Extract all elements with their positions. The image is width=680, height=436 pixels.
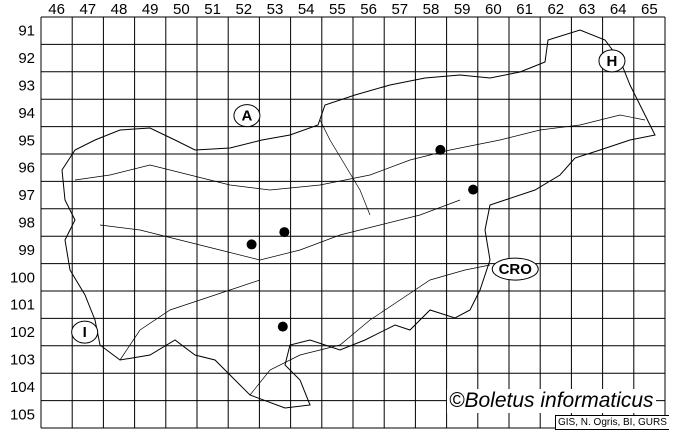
credit-text: GIS, N. Ogris, BI, GURS: [555, 415, 669, 430]
row-label: 104: [10, 379, 35, 396]
river-line: [99, 199, 461, 261]
row-label: 93: [18, 78, 35, 95]
row-label: 97: [18, 187, 35, 204]
row-label: 95: [18, 132, 35, 149]
country-label: A: [241, 108, 252, 125]
row-label: 100: [10, 269, 35, 286]
country-label-badge: [491, 257, 539, 281]
column-label: 46: [48, 1, 65, 18]
column-label: 50: [173, 1, 190, 18]
country-label-badge: [71, 320, 99, 344]
column-label: 49: [142, 1, 159, 18]
country-label-badge: [598, 49, 626, 73]
row-label: 105: [10, 406, 35, 423]
river-line: [119, 279, 261, 361]
column-label: 55: [329, 1, 346, 18]
row-label: 99: [18, 242, 35, 259]
column-label: 51: [204, 1, 221, 18]
column-label: 62: [547, 1, 564, 18]
row-label: 101: [10, 297, 35, 314]
row-label: 98: [18, 215, 35, 232]
column-label: 58: [423, 1, 440, 18]
row-label: 103: [10, 352, 35, 369]
record-marker: [468, 184, 479, 195]
column-label: 61: [516, 1, 533, 18]
country-label: I: [83, 324, 87, 341]
column-label: 57: [391, 1, 408, 18]
column-label: 47: [79, 1, 96, 18]
row-label: 91: [18, 23, 35, 40]
column-label: 64: [610, 1, 627, 18]
column-label: 52: [235, 1, 252, 18]
column-label: 56: [360, 1, 377, 18]
river-line: [319, 119, 371, 216]
country-label-badge: [233, 104, 261, 128]
column-label: 59: [454, 1, 471, 18]
record-marker: [279, 227, 290, 238]
record-marker: [246, 239, 257, 250]
country-label: H: [607, 53, 618, 70]
column-label: 48: [111, 1, 128, 18]
column-label: 65: [641, 1, 658, 18]
river-line: [249, 264, 491, 396]
column-label: 63: [579, 1, 596, 18]
country-outline: [61, 29, 656, 409]
column-label: 53: [267, 1, 284, 18]
row-label: 96: [18, 160, 35, 177]
country-label: CRO: [499, 261, 533, 278]
column-label: 60: [485, 1, 502, 18]
row-label: 94: [18, 105, 35, 122]
row-label: 92: [18, 50, 35, 67]
record-marker: [435, 144, 446, 155]
row-label: 102: [10, 324, 35, 341]
copyright-text: ©Boletus informaticus: [447, 389, 656, 413]
column-label: 54: [298, 1, 315, 18]
record-marker: [277, 321, 288, 332]
